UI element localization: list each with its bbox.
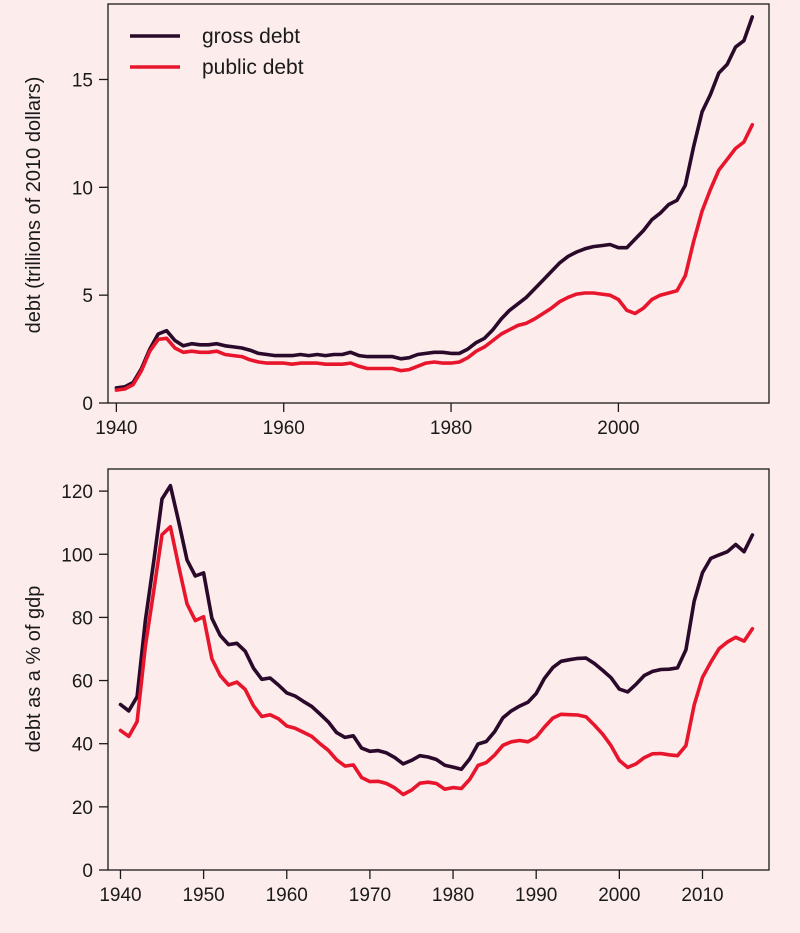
debt-dollars-public-debt-line (114, 123, 755, 392)
debt-gdp-y-tick-label: 20 (72, 798, 93, 819)
legend-public-debt-label: public debt (202, 56, 304, 79)
debt-gdp-x-axis: 1940 1950 1960 1970 1980 1990 2000 2010 (99, 870, 724, 906)
debt-dollars-y-tick-label: 0 (82, 394, 93, 415)
debt-dollars-y-axis: 0 5 10 15 (72, 70, 108, 415)
debt-gdp-x-tick-label: 2010 (681, 885, 723, 906)
debt-gdp-x-tick-label: 1940 (99, 885, 141, 906)
debt-gdp-x-tick-label: 1960 (266, 885, 308, 906)
debt-gdp-x-tick-label: 2000 (598, 885, 640, 906)
debt-dollars-x-tick-label: 1980 (430, 418, 472, 439)
debt-gdp-x-tick-label: 1990 (515, 885, 557, 906)
legend-gross-debt-label: gross debt (202, 25, 300, 48)
debt-gdp-y-tick-label: 120 (61, 482, 93, 503)
debt-gdp-y-axis: 0 20 40 60 80 100 120 (61, 482, 108, 882)
debt-dollars-x-tick-label: 1940 (95, 418, 137, 439)
debt-gdp-y-tick-label: 40 (72, 735, 93, 756)
debt-gdp-y-axis-title: debt as a % of gdp (23, 586, 45, 753)
debt-dollars-y-tick-label: 5 (82, 286, 93, 307)
debt-dollars-x-axis: 1940 1960 1980 2000 (95, 403, 640, 439)
debt-gdp-public-debt-line (118, 524, 755, 797)
debt-dollars-y-axis-title: debt (trillions of 2010 dollars) (23, 77, 45, 334)
debt-dollars-chart: 1940 1960 1980 2000 0 5 10 15 debt (trillions … (23, 3, 770, 439)
debt-gdp-series (118, 483, 755, 797)
debt-dollars-x-tick-label: 2000 (597, 418, 639, 439)
legend: gross debt public debt (130, 25, 304, 79)
debt-dollars-series (114, 15, 755, 392)
debt-gdp-x-tick-label: 1950 (182, 885, 224, 906)
debt-gdp-y-tick-label: 60 (72, 672, 93, 693)
debt-gdp-y-tick-label: 0 (82, 861, 93, 882)
debt-gdp-x-tick-label: 1970 (349, 885, 391, 906)
debt-gdp-chart: 1940 1950 1960 1970 1980 1990 2000 2010 0 20 40 60… (23, 468, 770, 906)
debt-dollars-y-tick-label: 10 (72, 178, 93, 199)
debt-gdp-x-tick-label: 1980 (432, 885, 474, 906)
debt-dollars-gross-debt-line (114, 15, 755, 390)
debt-dollars-x-tick-label: 1960 (263, 418, 305, 439)
debt-gdp-y-tick-label: 100 (61, 545, 93, 566)
debt-gdp-plot-frame (107, 468, 770, 871)
debt-gdp-y-tick-label: 80 (72, 608, 93, 629)
debt-gdp-gross-debt-line (118, 483, 755, 772)
debt-dollars-plot-frame (107, 3, 770, 404)
debt-dollars-y-tick-label: 15 (72, 70, 93, 91)
